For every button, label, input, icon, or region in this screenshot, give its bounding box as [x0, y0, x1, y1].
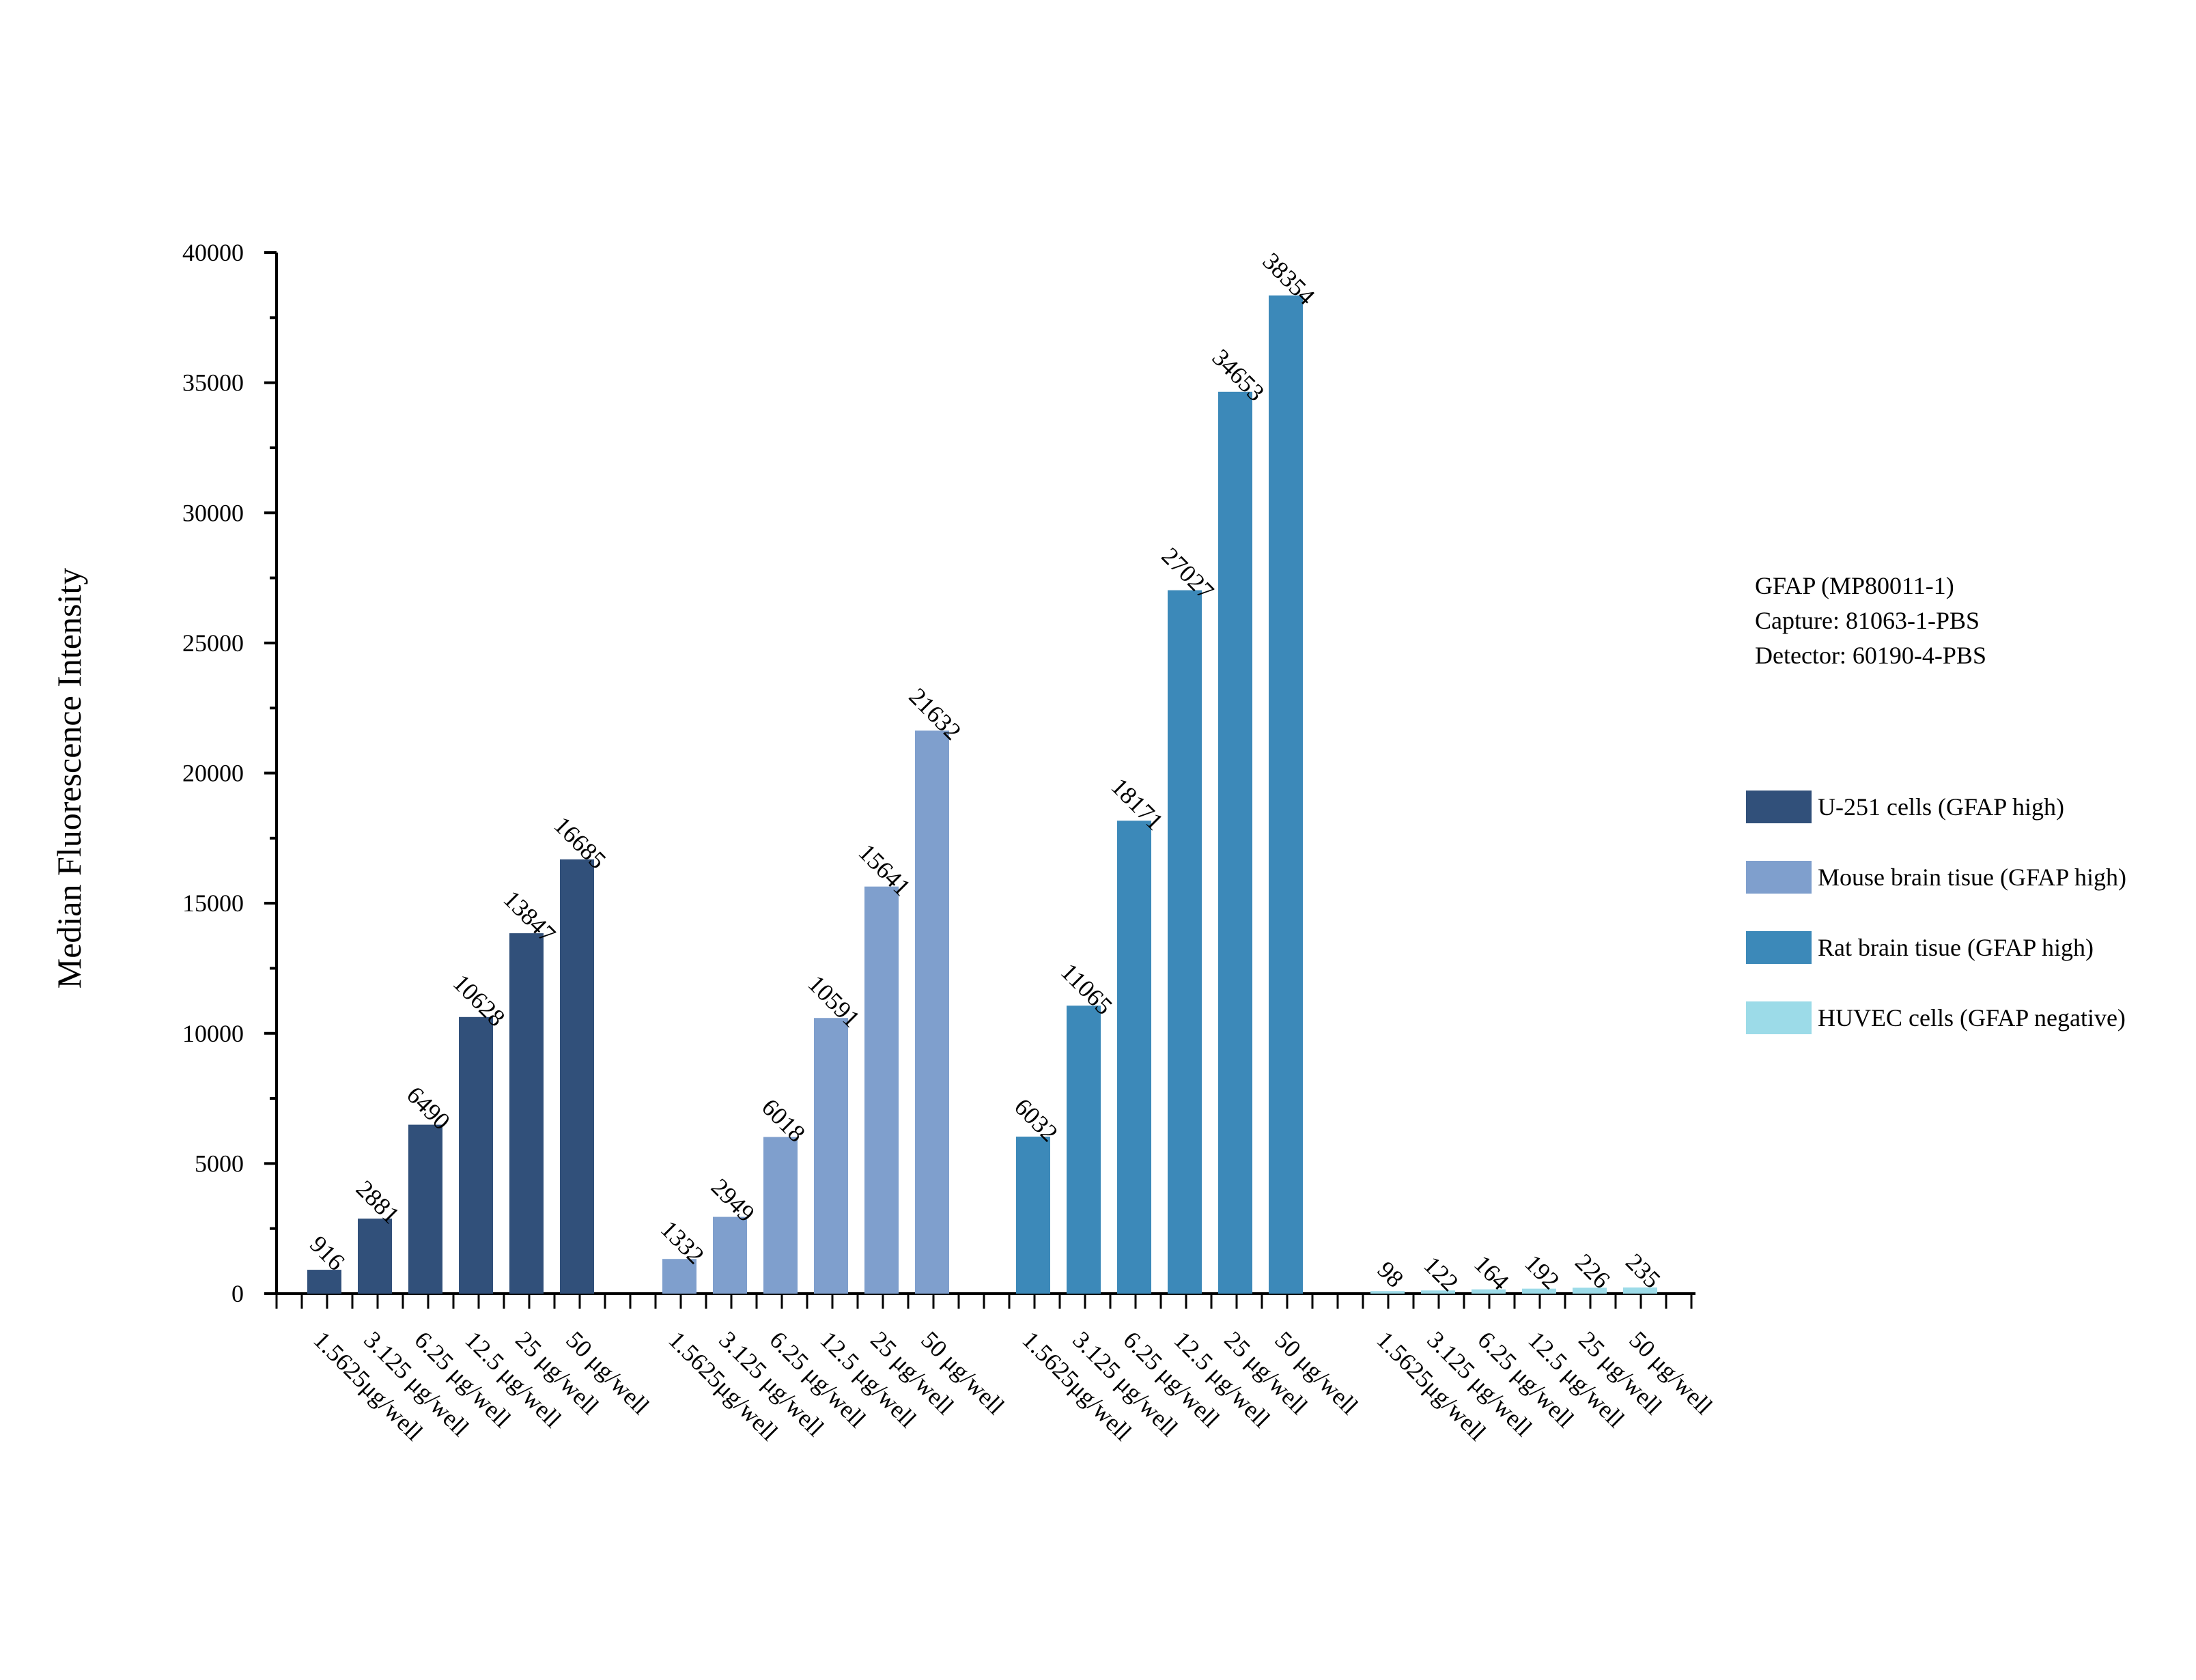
data-label: 98	[1372, 1256, 1409, 1293]
y-tick-label: 20000	[182, 760, 244, 787]
bar	[763, 1137, 798, 1294]
bar	[1421, 1290, 1455, 1294]
bar	[1168, 590, 1202, 1294]
data-label: 122	[1418, 1251, 1463, 1296]
bar	[509, 933, 544, 1294]
legend-swatch	[1746, 861, 1812, 894]
legend-label: HUVEC cells (GFAP negative)	[1818, 1004, 2126, 1031]
legend-label: U-251 cells (GFAP high)	[1818, 793, 2064, 821]
legend-swatch	[1746, 791, 1812, 823]
y-tick-label: 40000	[182, 239, 244, 266]
legend-swatch	[1746, 1001, 1812, 1034]
bar	[814, 1018, 848, 1294]
y-tick-label: 15000	[182, 889, 244, 917]
bar	[408, 1124, 442, 1294]
bar	[1623, 1287, 1657, 1294]
bar	[1016, 1137, 1050, 1294]
y-tick-label: 10000	[182, 1020, 244, 1047]
bar	[1522, 1288, 1556, 1294]
info-line: GFAP (MP80011-1)	[1755, 572, 1954, 599]
y-tick-label: 0	[231, 1280, 244, 1307]
bar	[662, 1259, 696, 1294]
y-tick-label: 30000	[182, 499, 244, 526]
info-line: Detector: 60190-4-PBS	[1755, 642, 1986, 669]
bar	[915, 730, 949, 1294]
bars	[307, 295, 1657, 1294]
legend: U-251 cells (GFAP high) Mouse brain tisue…	[1746, 791, 2126, 1034]
bar	[1472, 1289, 1506, 1294]
legend-swatch	[1746, 931, 1812, 964]
y-axis-label: Median Fluorescence Intensity	[50, 568, 88, 988]
bar	[1573, 1287, 1607, 1294]
bar	[1269, 295, 1303, 1294]
legend-label: Mouse brain tisue (GFAP high)	[1818, 864, 2126, 891]
info-line: Capture: 81063-1-PBS	[1755, 607, 1980, 634]
bar	[713, 1216, 747, 1294]
x-axis	[275, 1292, 1695, 1309]
bar	[307, 1270, 341, 1294]
bar	[1067, 1006, 1101, 1294]
data-label: 192	[1519, 1249, 1564, 1294]
bar	[459, 1016, 493, 1294]
bar	[1117, 821, 1151, 1294]
legend-label: Rat brain tisue (GFAP high)	[1818, 934, 2094, 961]
bar	[560, 859, 594, 1294]
y-axis: 0 5000 10000 15000 20000 25000 30000 35000 40000	[182, 239, 278, 1307]
y-tick-label: 25000	[182, 629, 244, 657]
bar	[864, 886, 899, 1294]
y-tick-label: 5000	[195, 1150, 244, 1177]
data-label: 916	[305, 1230, 350, 1275]
chart-info: GFAP (MP80011-1) Capture: 81063-1-PBS Dete…	[1755, 572, 1986, 669]
y-tick-label: 35000	[182, 369, 244, 397]
bar	[1218, 391, 1252, 1294]
bar	[358, 1219, 392, 1294]
data-labels: 9162881649010628138471668513322949601810…	[305, 247, 1665, 1296]
data-label: 164	[1469, 1250, 1514, 1295]
data-label: 235	[1620, 1248, 1665, 1293]
bar	[1370, 1291, 1405, 1294]
data-label: 226	[1570, 1249, 1615, 1294]
